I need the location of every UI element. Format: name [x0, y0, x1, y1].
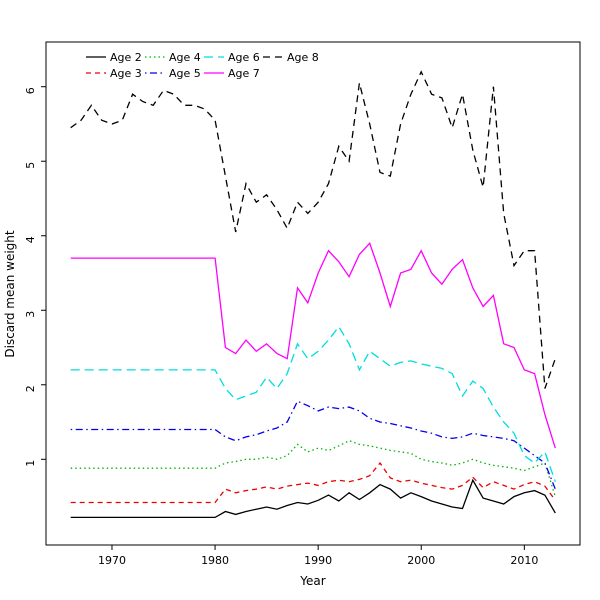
y-tick-label: 4 — [24, 236, 37, 243]
legend-label: Age 4 — [169, 51, 201, 64]
x-axis-title: Year — [299, 574, 325, 588]
legend-item-age-4: Age 4 — [145, 51, 201, 64]
legend-label: Age 8 — [287, 51, 319, 64]
series-line-age-4 — [70, 439, 556, 497]
series-line-age-7 — [70, 241, 556, 449]
legend-item-age-3: Age 3 — [86, 67, 142, 80]
legend-item-age-6: Age 6 — [204, 51, 260, 64]
legend-item-age-2: Age 2 — [86, 51, 142, 64]
series-line-age-3 — [70, 461, 556, 504]
legend-label: Age 6 — [228, 51, 260, 64]
series-line-age-2 — [70, 478, 556, 519]
y-tick-label: 1 — [24, 460, 37, 467]
series-line-age-6 — [70, 325, 556, 482]
series-lines — [70, 70, 556, 519]
series-line-age-5 — [70, 400, 556, 490]
legend-item-age-8: Age 8 — [263, 51, 319, 64]
plot-box — [45, 41, 581, 546]
y-tick-label: 2 — [24, 385, 37, 392]
legend-label: Age 3 — [110, 67, 142, 80]
x-tick-label: 1990 — [304, 554, 332, 567]
legend-label: Age 7 — [228, 67, 260, 80]
y-tick-label: 3 — [24, 311, 37, 318]
y-axis-title: Discard mean weight — [3, 230, 17, 358]
plot-border — [45, 41, 581, 546]
x-tick-label: 2000 — [407, 554, 435, 567]
legend-item-age-5: Age 5 — [145, 67, 201, 80]
legend-item-age-7: Age 7 — [204, 67, 260, 80]
x-tick-label: 2010 — [510, 554, 538, 567]
axes: 1970 1980 1990 2000 2010 1 2 3 4 5 6 — [24, 86, 538, 567]
x-tick-label: 1980 — [201, 554, 229, 567]
legend: Age 2 Age 3 Age 4 Age 5 Age 6 Age 7 Age 8 — [86, 51, 319, 80]
legend-label: Age 2 — [110, 51, 142, 64]
x-tick-label: 1970 — [98, 554, 126, 567]
y-tick-label: 6 — [24, 87, 37, 94]
legend-label: Age 5 — [169, 67, 201, 80]
y-tick-label: 5 — [24, 162, 37, 169]
series-line-age-8 — [70, 70, 556, 389]
